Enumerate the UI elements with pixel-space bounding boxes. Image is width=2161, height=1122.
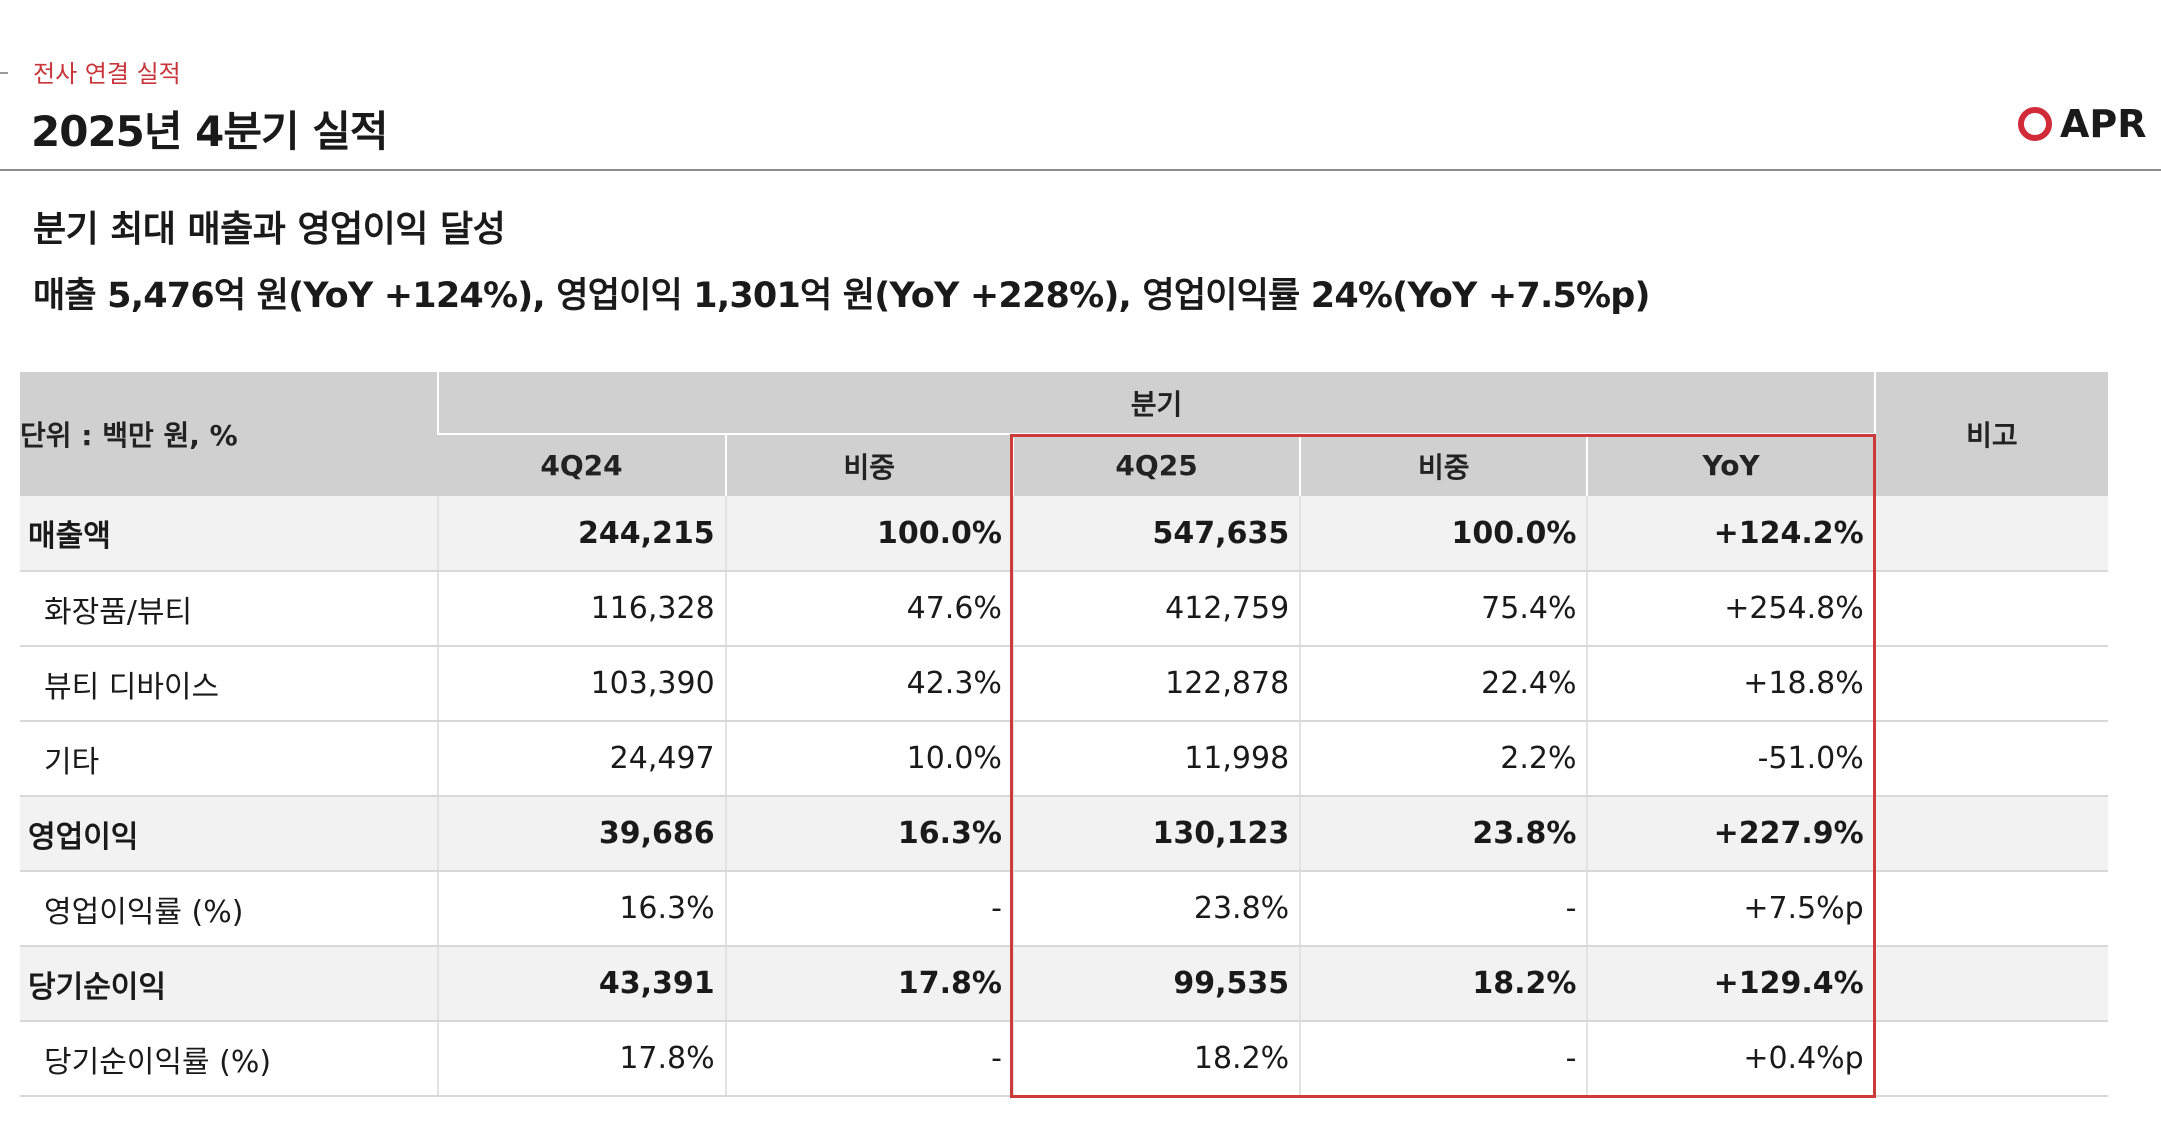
cell-note xyxy=(1873,796,2108,872)
logo-text: APR xyxy=(2060,102,2147,146)
cell-share-4q25: 23.8% xyxy=(1299,796,1588,872)
title-divider xyxy=(0,169,2161,171)
cell-share-4q24: 16.3% xyxy=(724,796,1013,872)
cell-share-4q24: - xyxy=(724,1021,1013,1097)
row-label: 영업이익률 (%) xyxy=(20,871,439,947)
cell-yoy: +227.9% xyxy=(1586,796,1875,872)
col-header-yoy: YoY xyxy=(1586,433,1875,496)
cell-4q25: 11,998 xyxy=(1011,721,1301,797)
cell-share-4q24: 100.0% xyxy=(724,496,1013,572)
table-row: 화장품/뷰티 116,328 47.6% 412,759 75.4% +254.… xyxy=(20,571,2108,647)
col-header-4q24: 4Q24 xyxy=(438,433,726,496)
table-row: 뷰티 디바이스 103,390 42.3% 122,878 22.4% +18.… xyxy=(20,646,2108,722)
cell-note xyxy=(1873,1021,2108,1097)
group-header-quarter: 분기 xyxy=(437,372,1875,434)
cell-share-4q24: 17.8% xyxy=(724,946,1013,1022)
summary-detail: 매출 5,476억 원(YoY +124%), 영업이익 1,301억 원(Yo… xyxy=(33,276,1651,316)
cell-4q24: 16.3% xyxy=(437,871,726,947)
row-label: 당기순이익률 (%) xyxy=(20,1021,439,1097)
row-label: 매출액 xyxy=(20,496,439,572)
cell-share-4q25: 2.2% xyxy=(1299,721,1588,797)
col-header-share-4q25: 비중 xyxy=(1299,433,1588,496)
cell-yoy: +18.8% xyxy=(1586,646,1875,722)
cell-4q24: 17.8% xyxy=(437,1021,726,1097)
cell-4q24: 244,215 xyxy=(437,496,726,572)
cell-note xyxy=(1873,946,2108,1022)
col-header-share-4q24: 비중 xyxy=(724,433,1013,496)
note-header: 비고 xyxy=(1873,372,2108,496)
cell-yoy: +7.5%p xyxy=(1586,871,1875,947)
page-title: 2025년 4분기 실적 xyxy=(31,107,389,156)
row-label: 당기순이익 xyxy=(20,946,439,1022)
cell-yoy: +254.8% xyxy=(1586,571,1875,647)
cell-4q25: 130,123 xyxy=(1011,796,1301,872)
cell-share-4q25: - xyxy=(1299,1021,1588,1097)
cell-share-4q25: 75.4% xyxy=(1299,571,1588,647)
cell-note xyxy=(1873,496,2108,572)
row-label: 화장품/뷰티 xyxy=(20,571,439,647)
cell-4q24: 103,390 xyxy=(437,646,726,722)
cell-share-4q24: 47.6% xyxy=(724,571,1013,647)
cell-4q24: 43,391 xyxy=(437,946,726,1022)
unit-label: 단위 : 백만 원, % xyxy=(20,372,439,496)
cell-share-4q24: - xyxy=(724,871,1013,947)
cell-yoy: +129.4% xyxy=(1586,946,1875,1022)
cell-yoy: +124.2% xyxy=(1586,496,1875,572)
logo: APR xyxy=(2018,102,2147,146)
table-row: 영업이익 39,686 16.3% 130,123 23.8% +227.9% xyxy=(20,796,2108,872)
cell-yoy: +0.4%p xyxy=(1586,1021,1875,1097)
logo-ring-icon xyxy=(2018,107,2052,141)
cell-share-4q25: 100.0% xyxy=(1299,496,1588,572)
cell-4q25: 547,635 xyxy=(1011,496,1301,572)
cell-note xyxy=(1873,646,2108,722)
cell-4q24: 24,497 xyxy=(437,721,726,797)
cell-4q25: 99,535 xyxy=(1011,946,1301,1022)
row-label: 뷰티 디바이스 xyxy=(20,646,439,722)
row-label: 영업이익 xyxy=(20,796,439,872)
table-row: 영업이익률 (%) 16.3% - 23.8% - +7.5%p xyxy=(20,871,2108,947)
cell-note xyxy=(1873,871,2108,947)
table-row: 기타 24,497 10.0% 11,998 2.2% -51.0% xyxy=(20,721,2108,797)
cell-share-4q25: 18.2% xyxy=(1299,946,1588,1022)
section-label: 전사 연결 실적 xyxy=(33,60,181,88)
cell-4q24: 116,328 xyxy=(437,571,726,647)
table-row: 당기순이익 43,391 17.8% 99,535 18.2% +129.4% xyxy=(20,946,2108,1022)
cell-4q25: 18.2% xyxy=(1011,1021,1301,1097)
results-table: 단위 : 백만 원, % 분기 비고 4Q24 비중 4Q25 비중 YoY 매… xyxy=(20,372,2108,1097)
cell-4q25: 412,759 xyxy=(1011,571,1301,647)
corner-mark xyxy=(0,72,8,74)
cell-share-4q24: 42.3% xyxy=(724,646,1013,722)
table-row: 매출액 244,215 100.0% 547,635 100.0% +124.2… xyxy=(20,496,2108,572)
cell-yoy: -51.0% xyxy=(1586,721,1875,797)
table-row: 당기순이익률 (%) 17.8% - 18.2% - +0.4%p xyxy=(20,1021,2108,1097)
cell-note xyxy=(1873,721,2108,797)
cell-share-4q25: 22.4% xyxy=(1299,646,1588,722)
cell-note xyxy=(1873,571,2108,647)
row-label: 기타 xyxy=(20,721,439,797)
cell-share-4q25: - xyxy=(1299,871,1588,947)
cell-4q25: 122,878 xyxy=(1011,646,1301,722)
summary-headline: 분기 최대 매출과 영업이익 달성 xyxy=(33,209,506,250)
cell-4q24: 39,686 xyxy=(437,796,726,872)
cell-4q25: 23.8% xyxy=(1011,871,1301,947)
cell-share-4q24: 10.0% xyxy=(724,721,1013,797)
col-header-4q25: 4Q25 xyxy=(1011,433,1301,496)
